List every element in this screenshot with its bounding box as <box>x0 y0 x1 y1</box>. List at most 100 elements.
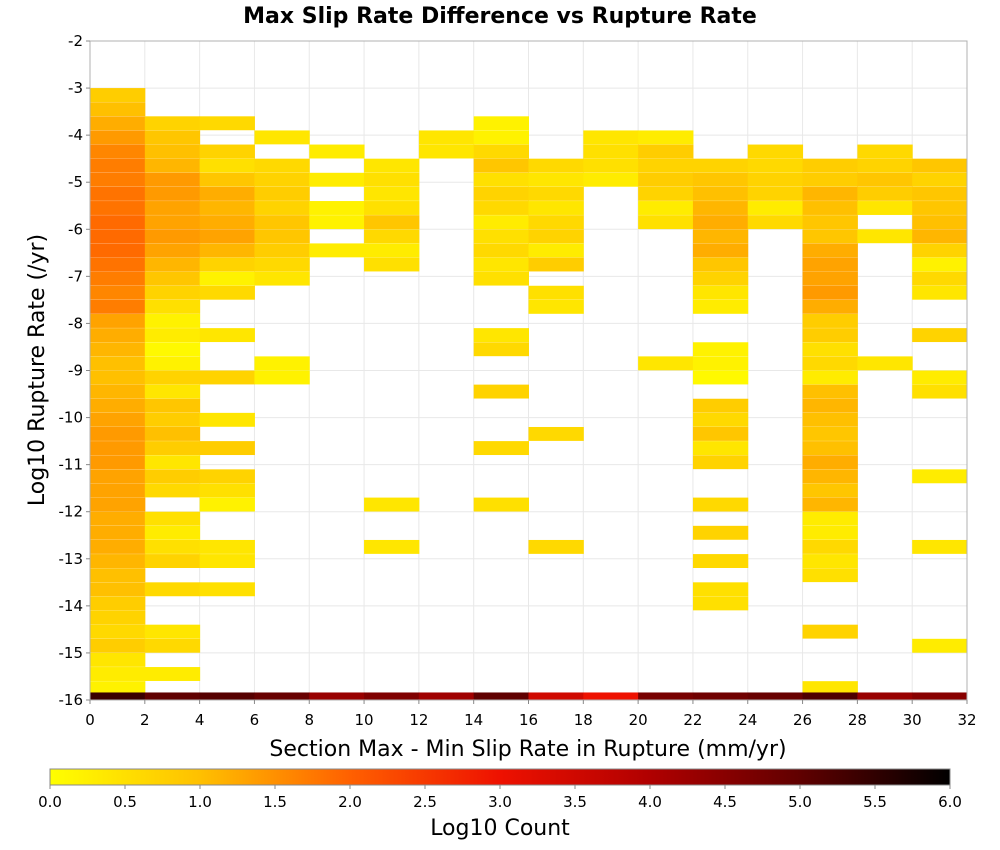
colorbar <box>49 768 951 786</box>
colorbar-label: Log10 Count <box>430 816 570 841</box>
heatmap-cell <box>90 116 146 131</box>
heatmap-cell <box>144 186 201 201</box>
heatmap-cell <box>473 384 529 399</box>
heatmap-cell <box>144 511 201 526</box>
y-axis-ticks: -2 -3 -4 -5 -6 -7 -8 -9 -10 -11 -12 -13 -14 -15 -16 <box>59 32 90 709</box>
heatmap-cell <box>802 370 858 385</box>
heatmap-cell-bottom <box>254 692 310 700</box>
colorbar-tick-label: 3.5 <box>563 793 587 811</box>
heatmap-cell <box>144 412 201 427</box>
heatmap-cell-bottom <box>802 692 858 700</box>
x-tick-label: 14 <box>464 711 483 729</box>
heatmap-cell <box>144 356 201 371</box>
heatmap-cell <box>692 582 749 597</box>
colorbar-tick-label: 6.0 <box>938 793 962 811</box>
heatmap-cell-bottom <box>364 692 420 700</box>
x-tick-label: 26 <box>793 711 812 729</box>
heatmap-cell <box>199 257 255 272</box>
heatmap-cell <box>144 398 201 413</box>
colorbar-tick-label: 5.5 <box>863 793 887 811</box>
heatmap-cell <box>857 229 913 244</box>
heatmap-cell <box>144 116 201 131</box>
heatmap-cell <box>857 201 913 215</box>
heatmap-cell <box>857 186 913 201</box>
heatmap-cell <box>90 511 146 526</box>
x-tick-label: 10 <box>355 711 374 729</box>
heatmap-cell <box>857 172 913 187</box>
heatmap-cell <box>90 144 146 159</box>
heatmap-cell <box>473 497 529 512</box>
heatmap-cell <box>528 172 584 187</box>
heatmap-cell <box>473 201 529 215</box>
heatmap-cell <box>90 328 146 343</box>
heatmap-cell <box>802 568 858 583</box>
heatmap-cell <box>802 681 858 696</box>
heatmap-cell <box>692 158 749 173</box>
x-tick-label: 12 <box>409 711 428 729</box>
heatmap-cell <box>144 144 201 159</box>
y-tick-label: -4 <box>68 126 83 144</box>
heatmap-cell <box>309 243 365 258</box>
heatmap-cell <box>364 497 420 512</box>
colorbar-tick-label: 4.0 <box>638 793 662 811</box>
heatmap-cell <box>199 201 255 215</box>
x-tick-label: 22 <box>683 711 702 729</box>
heatmap-cell <box>692 342 749 357</box>
x-tick-label: 24 <box>738 711 757 729</box>
heatmap-cell <box>144 667 201 681</box>
heatmap-cell <box>638 158 694 173</box>
heatmap-cell <box>857 158 913 173</box>
heatmap-cell <box>90 370 146 385</box>
heatmap-cell <box>473 342 529 357</box>
x-tick-label: 2 <box>140 711 150 729</box>
heatmap-cell <box>254 130 310 145</box>
heatmap-cell <box>692 271 749 286</box>
colorbar-tick-label: 2.5 <box>413 793 437 811</box>
heatmap-cell <box>692 497 749 512</box>
heatmap-cell <box>802 172 858 187</box>
heatmap-cell <box>473 215 529 230</box>
heatmap-cell <box>802 455 858 470</box>
colorbar-tick-label: 1.5 <box>263 793 287 811</box>
heatmap-cell <box>364 243 420 258</box>
heatmap-cell <box>144 257 201 272</box>
heatmap-cell <box>692 398 749 413</box>
colorbar-tick-label: 3.0 <box>488 793 512 811</box>
heatmap-cell <box>90 229 146 244</box>
heatmap-cell <box>90 624 146 639</box>
chart-title: Max Slip Rate Difference vs Rupture Rate <box>243 4 757 29</box>
heatmap-cell <box>692 412 749 427</box>
x-tick-label: 6 <box>250 711 260 729</box>
heatmap-cell <box>638 215 694 230</box>
heatmap-cell <box>90 638 146 653</box>
heatmap-cell <box>528 257 584 272</box>
heatmap-cell <box>144 539 201 554</box>
heatmap-cell <box>90 314 146 328</box>
heatmap-cell <box>144 370 201 385</box>
heatmap-cell <box>144 130 201 145</box>
heatmap-cell <box>90 384 146 399</box>
heatmap-cell <box>364 257 420 272</box>
heatmap-cell <box>144 384 201 399</box>
heatmap-cell <box>473 229 529 244</box>
heatmap-cell <box>638 172 694 187</box>
heatmap-cell <box>912 370 968 385</box>
heatmap-cell-bottom <box>583 692 639 700</box>
heatmap-cell <box>90 215 146 230</box>
heatmap-cell <box>692 525 749 540</box>
heatmap-cell <box>912 186 968 201</box>
x-tick-label: 16 <box>519 711 538 729</box>
heatmap-cell <box>309 144 365 159</box>
x-tick-label: 8 <box>304 711 314 729</box>
heatmap-cell <box>90 610 146 625</box>
y-tick-label: -9 <box>68 362 83 380</box>
heatmap-cell <box>473 328 529 343</box>
heatmap-cell <box>692 596 749 611</box>
heatmap-cell <box>199 271 255 286</box>
y-tick-label: -11 <box>59 456 84 474</box>
heatmap-cell <box>583 172 639 187</box>
x-tick-label: 28 <box>848 711 867 729</box>
heatmap-cell <box>583 130 639 145</box>
heatmap-cell-bottom <box>692 692 749 700</box>
heatmap-cell <box>638 144 694 159</box>
